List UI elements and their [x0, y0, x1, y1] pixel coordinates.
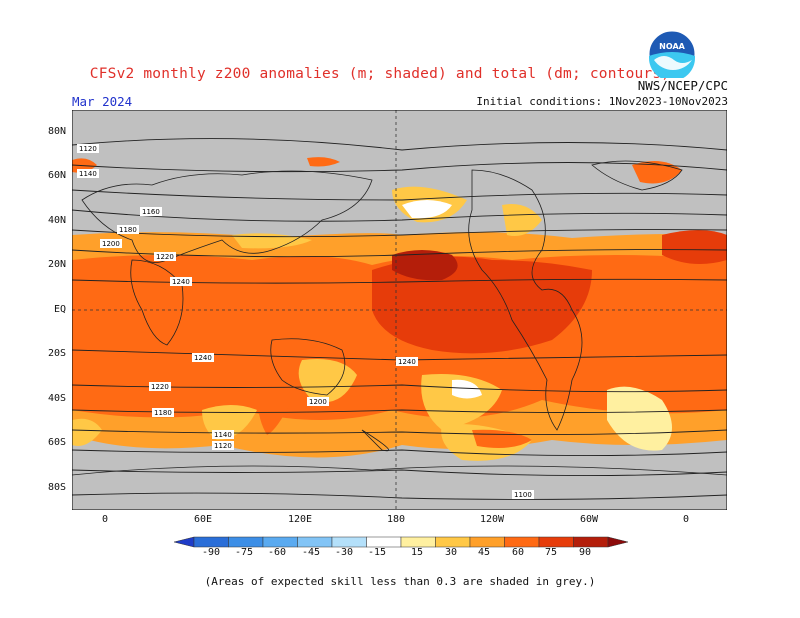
contour-label: 1140	[79, 170, 97, 178]
colorbar-tick: 30	[444, 547, 458, 558]
colorbar-tick: 75	[544, 547, 558, 558]
colorbar-segment	[573, 536, 609, 548]
skill-footnote: (Areas of expected skill less than 0.3 a…	[204, 575, 596, 588]
colorbar-segment	[538, 536, 574, 548]
colorbar-tick: 60	[511, 547, 525, 558]
anomaly-core-east	[662, 230, 727, 264]
chart-title: CFSv2 monthly z200 anomalies (m; shaded)…	[89, 66, 671, 82]
lat-label: 20S	[47, 348, 66, 359]
anomaly-core-90	[392, 250, 458, 281]
lon-label: 60W	[579, 514, 599, 525]
total-contours	[72, 138, 727, 500]
colorbar-tick: 45	[477, 547, 491, 558]
lon-label: 0	[682, 514, 690, 525]
lat-label: 60S	[47, 437, 66, 448]
colorbar-segment	[400, 536, 436, 548]
colorbar-arrow-high	[607, 536, 628, 548]
colorbar-segment	[469, 536, 505, 548]
lat-label: 20N	[47, 259, 66, 270]
coastlines	[72, 160, 727, 476]
lat-label: 80S	[47, 482, 66, 493]
colorbar-segment	[435, 536, 471, 548]
contour-labels: 1120 1140 1160 1180 1200 1220 1240 1240 …	[77, 144, 534, 499]
lat-label: 40N	[47, 215, 66, 226]
lon-label: 60E	[193, 514, 213, 525]
lon-label: 120W	[479, 514, 505, 525]
lon-label: 0	[101, 514, 109, 525]
contour-label: 1120	[79, 145, 97, 153]
contour-label: 1180	[119, 226, 137, 234]
colorbar-tick: -75	[234, 547, 254, 558]
colorbar-segment	[504, 536, 540, 548]
colorbar-arrow-low	[174, 536, 195, 548]
contour-label: 1220	[151, 383, 169, 391]
anomaly-map: 1120 1140 1160 1180 1200 1220 1240 1240 …	[72, 110, 727, 510]
lon-label: 120E	[287, 514, 313, 525]
agency-label: NWS/NCEP/CPC	[637, 78, 728, 93]
logo-text: NOAA	[659, 42, 685, 51]
contour-label: 1200	[309, 398, 327, 406]
lon-label: 180	[386, 514, 406, 525]
lat-label: 60N	[47, 170, 66, 181]
contour-label: 1180	[154, 409, 172, 417]
contour-label: 1200	[102, 240, 120, 248]
colorbar-tick: 15	[410, 547, 424, 558]
colorbar-tick: -90	[201, 547, 221, 558]
contour-label: 1220	[156, 253, 174, 261]
lat-label: 80N	[47, 126, 66, 137]
contour-label: 1240	[172, 278, 190, 286]
colorbar-tick: -15	[367, 547, 387, 558]
colorbar	[174, 536, 628, 548]
noaa-logo: NOAA	[648, 30, 696, 78]
contour-label: 1240	[398, 358, 416, 366]
colorbar-tick: -60	[267, 547, 287, 558]
colorbar-tick: 90	[578, 547, 592, 558]
colorbar-tick: -45	[301, 547, 321, 558]
colorbar-segment	[262, 536, 298, 548]
colorbar-tick: -30	[334, 547, 354, 558]
anomaly-band-75	[372, 256, 592, 354]
contour-label: 1100	[514, 491, 532, 499]
contour-label: 1140	[214, 431, 232, 439]
contour-label: 1160	[142, 208, 160, 216]
initial-conditions: Initial conditions: 1Nov2023-10Nov2023	[476, 95, 728, 108]
colorbar-segment	[297, 536, 333, 548]
contour-label: 1240	[194, 354, 212, 362]
colorbar-segment	[228, 536, 264, 548]
lat-label: 40S	[47, 393, 66, 404]
colorbar-segment	[366, 536, 402, 548]
contour-label: 1120	[214, 442, 232, 450]
valid-month: Mar 2024	[72, 94, 133, 109]
colorbar-segment	[331, 536, 367, 548]
colorbar-segment	[193, 536, 229, 548]
lat-label: EQ	[53, 304, 66, 315]
